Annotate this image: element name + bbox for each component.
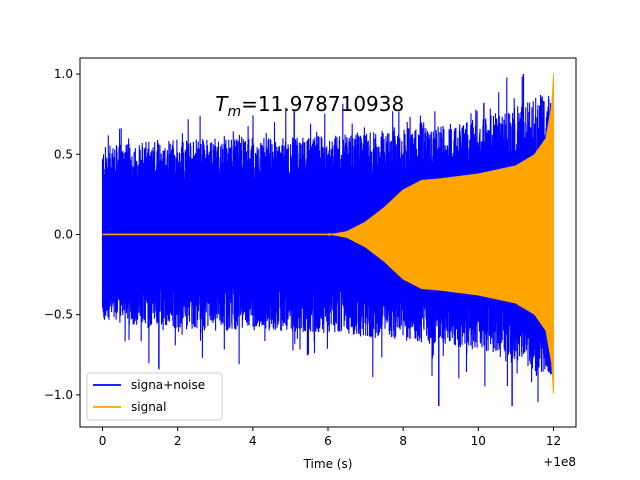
y-tick-label: 1.0 xyxy=(54,67,73,81)
y-tick-label: −1.0 xyxy=(44,388,73,402)
x-tick-label: 4 xyxy=(249,434,257,448)
y-tick-label: 0.5 xyxy=(54,147,73,161)
x-tick-label: 10 xyxy=(471,434,486,448)
x-tick-label: 12 xyxy=(546,434,561,448)
x-tick-label: 6 xyxy=(324,434,332,448)
x-tick-label: 0 xyxy=(99,434,107,448)
tm-annotation: Tm=11.978710938 xyxy=(215,92,404,120)
x-tick-label: 2 xyxy=(174,434,182,448)
x-axis-offset-label: +1e8 xyxy=(543,455,576,469)
tm-annotation-symbol: T xyxy=(215,92,229,116)
tm-annotation-subscript: m xyxy=(227,104,241,120)
plot-area xyxy=(101,73,555,407)
x-tick-label: 8 xyxy=(399,434,407,448)
legend: signa+noise signal xyxy=(86,372,223,421)
legend-label-signa-noise: signa+noise xyxy=(131,378,205,392)
tm-annotation-value: =11.978710938 xyxy=(241,92,404,116)
y-tick-label: −0.5 xyxy=(44,308,73,322)
x-axis-label: Time (s) xyxy=(303,457,353,471)
y-axis-ticks: 1.0 0.5 0.0 −0.5 −1.0 xyxy=(44,67,80,402)
y-tick-label: 0.0 xyxy=(54,227,73,241)
x-axis-ticks: 0 2 4 6 8 10 12 xyxy=(99,427,561,448)
legend-label-signal: signal xyxy=(131,400,167,414)
